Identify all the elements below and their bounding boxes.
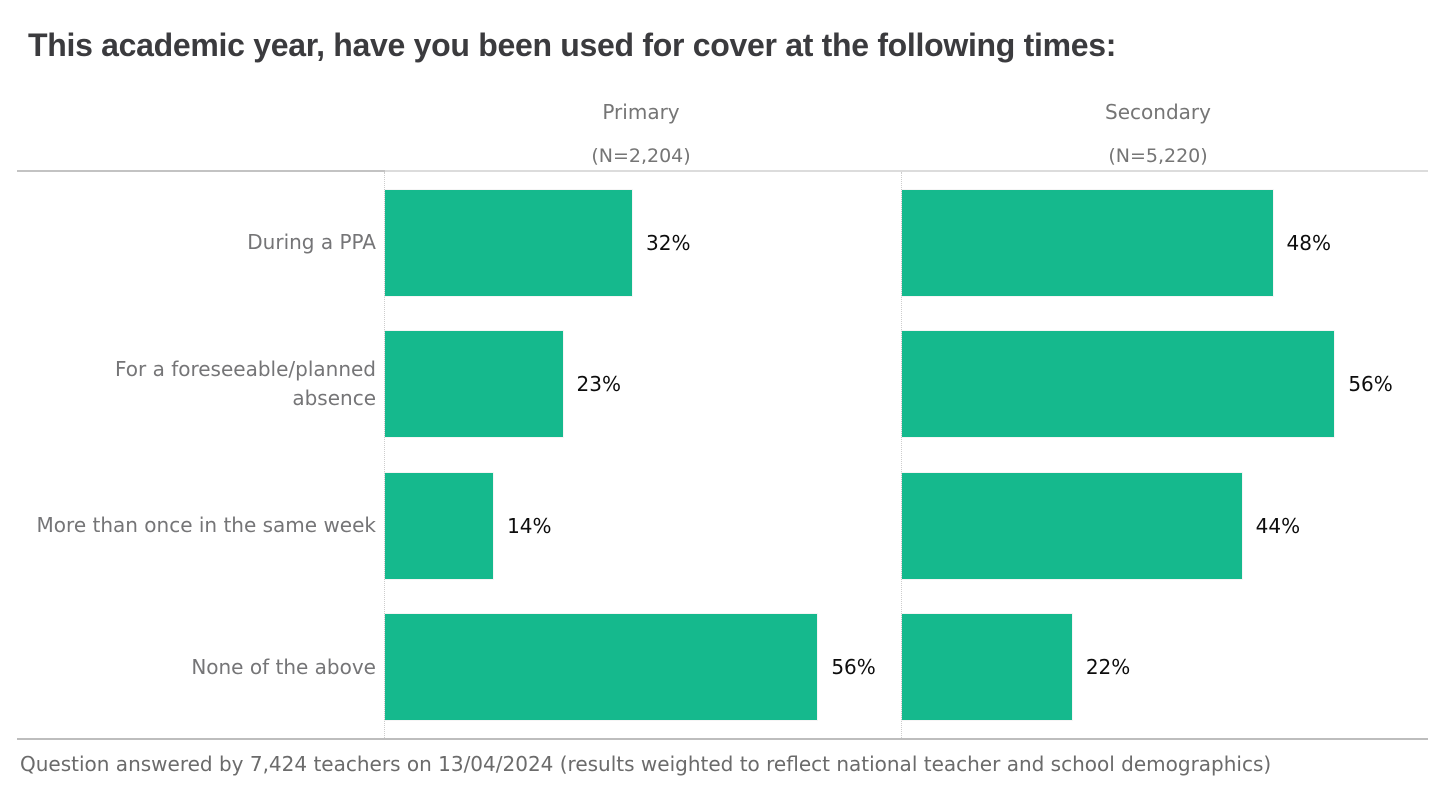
secondary-axis-line — [901, 172, 902, 738]
chart-footer-note: Question answered by 7,424 teachers on 1… — [20, 752, 1272, 776]
sample-size-secondary: (N=5,220) — [1108, 145, 1208, 167]
top-divider-right — [385, 170, 1428, 172]
bottom-divider — [17, 738, 1428, 740]
category-label: For a foreseeable/planned absence — [114, 357, 376, 411]
bar-primary — [385, 614, 818, 720]
chart-title: This academic year, have you been used f… — [28, 27, 1117, 63]
bar-secondary — [902, 614, 1072, 720]
category-label: None of the above — [191, 654, 376, 679]
bar-value-primary: 32% — [646, 230, 691, 255]
bar-value-secondary: 48% — [1286, 230, 1331, 255]
bar-value-primary: 14% — [507, 513, 552, 538]
bar-value-primary: 23% — [576, 372, 621, 397]
bar-value-primary: 56% — [831, 655, 876, 680]
category-label: During a PPA — [247, 230, 376, 255]
bar-primary — [385, 331, 563, 437]
sample-size-primary: (N=2,204) — [591, 145, 691, 167]
category-label: More than once in the same week — [36, 513, 376, 538]
column-header-primary: Primary — [602, 100, 680, 124]
bar-value-secondary: 22% — [1085, 655, 1131, 680]
bar-secondary — [902, 331, 1335, 437]
primary-axis-line — [384, 172, 385, 738]
bar-value-secondary: 44% — [1255, 513, 1301, 538]
bar-primary — [385, 472, 494, 579]
column-header-secondary: Secondary — [1105, 100, 1211, 124]
bar-secondary — [902, 189, 1273, 296]
top-divider-left — [17, 170, 385, 172]
bar-secondary — [902, 472, 1242, 579]
bar-primary — [385, 189, 633, 296]
bar-value-secondary: 56% — [1348, 372, 1393, 397]
